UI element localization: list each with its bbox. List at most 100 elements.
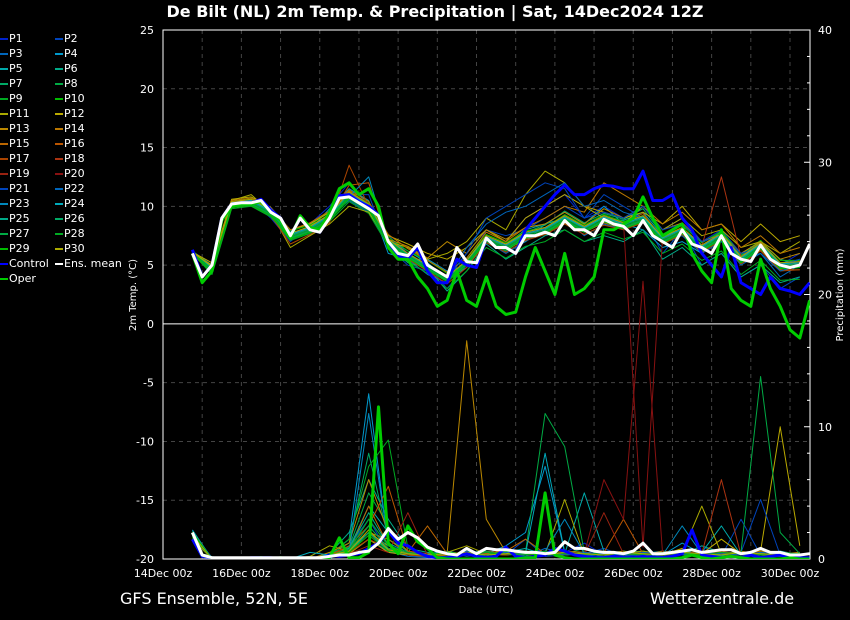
legend-label: P16 [64, 137, 85, 150]
x-tick-label: 30Dec 00z [761, 567, 820, 580]
legend-swatch [55, 188, 63, 190]
legend-swatch [0, 263, 8, 265]
legend-item-p28: P28 [55, 227, 85, 241]
legend-swatch [0, 188, 8, 190]
site-label: Wetterzentrale.de [650, 589, 795, 608]
legend-item-p13: P13 [0, 122, 30, 136]
temp-line-ens-mean [191, 195, 810, 279]
legend-label: P3 [9, 47, 23, 60]
legend-label: P13 [9, 122, 30, 135]
legend-item-p6: P6 [55, 62, 78, 76]
legend-swatch [55, 173, 63, 175]
legend-swatch [0, 173, 8, 175]
precip-line-p20 [192, 280, 800, 559]
legend-label: Oper [9, 272, 36, 285]
legend-swatch [0, 218, 8, 220]
legend-label: P2 [64, 32, 78, 45]
legend-swatch [0, 113, 8, 115]
legend-item-p14: P14 [55, 122, 85, 136]
legend-item-p9: P9 [0, 92, 23, 106]
precip-line-p23 [192, 413, 800, 559]
precip-line-p18 [191, 479, 800, 559]
legend-item-p26: P26 [55, 212, 85, 226]
y2-tick-label: 20 [818, 289, 832, 302]
model-label: GFS Ensemble, 52N, 5E [120, 589, 308, 608]
legend-label: P28 [64, 227, 85, 240]
legend-label: P18 [64, 152, 85, 165]
legend-item-p7: P7 [0, 77, 23, 91]
legend-label: P15 [9, 137, 30, 150]
y-tick-label: 0 [147, 318, 154, 331]
legend-item-p18: P18 [55, 152, 85, 166]
legend-swatch [55, 143, 63, 145]
legend-swatch [0, 38, 8, 40]
y-axis-label: 2m Temp. (°C) [128, 259, 139, 331]
x-tick-label: 28Dec 00z [682, 567, 741, 580]
legend-swatch [55, 38, 63, 40]
legend-item-p2: P2 [55, 32, 78, 46]
legend-swatch [55, 233, 63, 235]
legend-swatch [0, 68, 8, 70]
temp-line-p9 [192, 201, 800, 290]
legend-label: Ens. mean [64, 257, 122, 270]
legend-swatch [55, 83, 63, 85]
y2-tick-label: 40 [818, 24, 832, 37]
legend-swatch [0, 278, 8, 280]
x-tick-label: 26Dec 00z [604, 567, 663, 580]
x-tick-label: 14Dec 00z [134, 567, 193, 580]
legend-item-p25: P25 [0, 212, 30, 226]
y2-axis-label: Precipitation (mm) [835, 248, 846, 341]
legend-swatch [0, 98, 8, 100]
temp-line-p5 [192, 196, 800, 280]
x-tick-label: 18Dec 00z [290, 567, 349, 580]
legend-item-p16: P16 [55, 137, 85, 151]
temp-line-p11 [192, 170, 801, 266]
x-tick-label: 16Dec 00z [212, 567, 271, 580]
legend-item-p5: P5 [0, 62, 23, 76]
y-tick-label: 25 [140, 24, 154, 37]
legend-label: P25 [9, 212, 30, 225]
legend-swatch [55, 128, 63, 130]
y-tick-label: 15 [140, 142, 154, 155]
legend-item-p11: P11 [0, 107, 30, 121]
y2-tick-label: 10 [818, 421, 832, 434]
legend-item-p4: P4 [55, 47, 78, 61]
y2-tick-label: 0 [818, 553, 825, 566]
legend-swatch [0, 143, 8, 145]
legend-label: P24 [64, 197, 85, 210]
legend-label: P29 [9, 242, 30, 255]
legend-swatch [55, 68, 63, 70]
legend-swatch [0, 158, 8, 160]
legend-swatch [0, 203, 8, 205]
chart-title: De Bilt (NL) 2m Temp. & Precipitation | … [166, 2, 704, 21]
legend-item-p30: P30 [55, 242, 85, 256]
precip-line-p6 [191, 479, 800, 559]
legend-label: P26 [64, 212, 85, 225]
legend-item-p12: P12 [55, 107, 85, 121]
legend-label: P17 [9, 152, 30, 165]
legend-item-p19: P19 [0, 167, 30, 181]
y-tick-label: -15 [136, 494, 154, 507]
y-tick-label: 5 [147, 259, 154, 272]
legend-label: P8 [64, 77, 78, 90]
legend-label: P14 [64, 122, 85, 135]
legend-swatch [55, 218, 63, 220]
legend-swatch [55, 53, 63, 55]
x-tick-label: 20Dec 00z [369, 567, 428, 580]
x-tick-label: 24Dec 00z [526, 567, 585, 580]
legend-item-p20: P20 [55, 167, 85, 181]
legend-label: P23 [9, 197, 30, 210]
legend-item-p15: P15 [0, 137, 30, 151]
y-tick-label: 10 [140, 200, 154, 213]
precip-line-oper [191, 405, 810, 559]
legend-label: P1 [9, 32, 23, 45]
legend-label: P27 [9, 227, 30, 240]
legend-label: P4 [64, 47, 78, 60]
legend-swatch [55, 113, 63, 115]
legend-swatch [55, 263, 63, 265]
precip-line-p27 [192, 376, 801, 559]
legend-item-ens-mean: Ens. mean [55, 257, 122, 271]
y-tick-label: -20 [136, 553, 154, 566]
legend-label: P19 [9, 167, 30, 180]
